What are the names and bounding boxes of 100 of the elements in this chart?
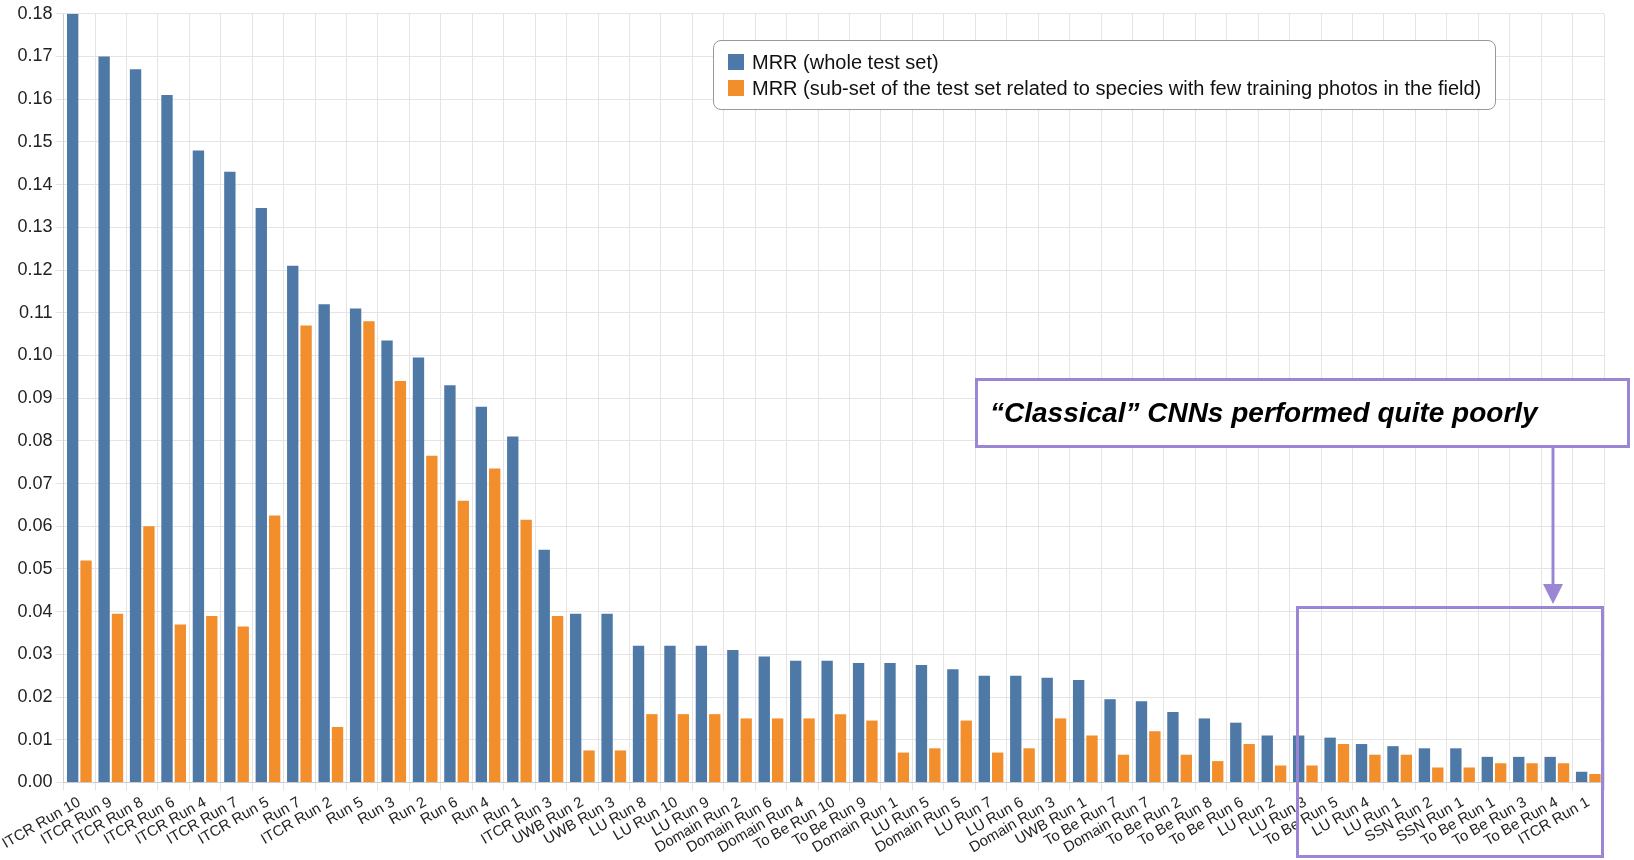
bar [1212, 761, 1224, 782]
bar [363, 321, 375, 782]
bar [1243, 744, 1255, 782]
bar [614, 750, 627, 782]
legend-label: MRR (whole test set) [752, 50, 939, 75]
bar [583, 750, 595, 782]
bar [1072, 679, 1085, 782]
bar [381, 340, 393, 782]
bar [255, 208, 267, 782]
bar [538, 549, 550, 782]
y-tick-label: 0.07 [17, 472, 53, 493]
bar [300, 325, 312, 782]
y-tick-label: 0.05 [17, 557, 53, 578]
y-tick-label: 0.00 [17, 771, 53, 792]
bar [80, 560, 92, 782]
bar [695, 645, 708, 782]
bar [1324, 737, 1336, 782]
bar [1010, 675, 1022, 782]
bar [960, 720, 972, 782]
bar [129, 69, 142, 782]
bar [331, 726, 344, 782]
bar [1418, 748, 1431, 782]
bar [237, 626, 249, 782]
bar [1023, 748, 1035, 782]
bar [677, 714, 689, 782]
bar [803, 718, 815, 782]
bar [821, 660, 833, 782]
bar [1589, 773, 1601, 782]
bar [143, 526, 155, 782]
y-tick-label: 0.11 [18, 301, 53, 322]
y-tick-label: 0.08 [17, 429, 53, 450]
bar [1557, 763, 1570, 782]
bar [551, 615, 564, 782]
bar [1274, 765, 1287, 782]
bar [444, 385, 456, 782]
callout-box: “Classical” CNNs performed quite poorly [975, 378, 1630, 448]
bar [884, 662, 896, 782]
bar [727, 650, 739, 782]
bar [1369, 754, 1381, 782]
bar [1306, 765, 1318, 782]
bar [1086, 735, 1098, 782]
bar [1432, 767, 1444, 782]
bar [601, 613, 613, 782]
bar [1463, 767, 1475, 782]
bar [412, 357, 425, 782]
y-tick-label: 0.14 [17, 173, 53, 194]
bar [111, 613, 124, 782]
bar [318, 304, 330, 782]
bar [915, 665, 928, 782]
bar [1180, 754, 1192, 782]
bar [1261, 735, 1273, 782]
bar [426, 455, 438, 782]
bar [507, 436, 519, 782]
y-tick-label: 0.15 [17, 130, 53, 151]
bar [978, 675, 990, 782]
y-tick-label: 0.18 [17, 2, 53, 23]
bar [1526, 763, 1538, 782]
bar [1355, 744, 1368, 782]
bar [834, 714, 847, 782]
legend-label: MRR (sub-set of the test set related to species with few training photos in the field) [752, 76, 1482, 101]
bar [709, 714, 721, 782]
bar [897, 752, 910, 782]
bar [192, 150, 205, 782]
bar [475, 406, 488, 782]
bar [1167, 712, 1179, 782]
bar [1387, 746, 1399, 782]
y-tick-label: 0.02 [17, 686, 53, 707]
bar [1575, 771, 1588, 782]
y-tick-label: 0.09 [17, 387, 53, 408]
bar [758, 656, 770, 782]
y-tick-label: 0.06 [17, 515, 53, 536]
y-tick-label: 0.01 [17, 728, 53, 749]
bar [206, 615, 218, 782]
bar [1041, 677, 1053, 782]
bar [287, 265, 299, 782]
y-tick-label: 0.10 [17, 344, 53, 365]
bar [520, 519, 532, 782]
bar [1513, 756, 1525, 782]
y-tick-label: 0.16 [17, 88, 53, 109]
bar [98, 56, 110, 782]
bar [457, 500, 469, 782]
bar [569, 613, 582, 782]
bar [224, 171, 236, 782]
bar [1104, 699, 1116, 782]
y-tick-label: 0.04 [17, 600, 53, 621]
bar [1230, 722, 1242, 782]
bar [349, 308, 362, 782]
bar [161, 94, 173, 782]
bar [947, 669, 959, 782]
bar [174, 624, 187, 782]
bar [1054, 718, 1067, 782]
bar [992, 752, 1004, 782]
bar [1149, 731, 1161, 782]
bar [852, 662, 865, 782]
bar [268, 515, 281, 782]
bar [1494, 763, 1507, 782]
bar [1450, 748, 1462, 782]
y-tick-label: 0.13 [17, 216, 53, 237]
bar [771, 718, 784, 782]
bar [1117, 754, 1130, 782]
